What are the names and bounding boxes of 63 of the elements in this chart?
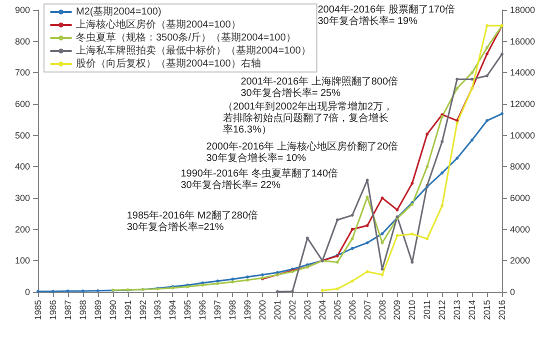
y2-tick-label: 18000	[510, 5, 536, 15]
y-tick-label: 600	[14, 99, 30, 109]
y2-tick-label: 10000	[510, 130, 536, 140]
annotation: （2001年到2002年出现异常增加2万，若排除初始点问题翻了7倍，复合增长率16.3%）	[223, 100, 394, 136]
legend-label: 股价（向后复权）（基期2004=100）右轴	[76, 58, 261, 70]
y2-tick-label: 12000	[510, 99, 536, 109]
x-tick-label: 1999	[242, 300, 253, 320]
x-tick-label: 2004	[317, 300, 328, 320]
x-tick-label: 1993	[152, 300, 163, 320]
y-tick-label: 400	[14, 162, 30, 172]
y-tick-label: 800	[14, 36, 30, 46]
x-tick-label: 1985	[33, 300, 43, 320]
y2-tick-label: 4000	[510, 224, 530, 234]
annotation: 1985年-2016年 M2翻了280倍 30年复合增长率=21%	[126, 209, 258, 233]
x-tick-label: 2012	[437, 300, 448, 320]
x-tick-label: 1987	[62, 300, 73, 320]
x-tick-label: 2003	[302, 300, 312, 320]
x-tick-label: 2016	[497, 300, 507, 320]
annotation: 2001年-2016年 上海牌照翻了800倍 30年复合增长率= 25%	[240, 75, 398, 99]
y2-tick-label: 2000	[510, 256, 530, 266]
x-tick-label: 1997	[212, 300, 223, 320]
y-tick-label: 100	[14, 256, 30, 266]
x-tick-label: 1998	[228, 300, 238, 320]
x-tick-label: 2014	[467, 300, 478, 320]
y-tick-label: 200	[14, 224, 30, 234]
x-tick-label: 2000	[258, 300, 268, 320]
x-tick-label: 1988	[78, 300, 88, 320]
y2-tick-label: 14000	[510, 68, 536, 78]
x-tick-label: 2005	[332, 300, 342, 320]
x-tick-label: 2007	[362, 300, 372, 320]
x-tick-label: 1991	[122, 300, 133, 320]
x-tick-label: 2015	[482, 300, 492, 320]
x-tick-label: 2006	[347, 300, 358, 320]
y-tick-label: 300	[14, 193, 30, 203]
annotation: 1990年-2016年 冬虫夏草翻了140倍 30年复合增长率= 22%	[180, 167, 338, 191]
x-tick-label: 2002	[287, 300, 298, 320]
y2-tick-label: 6000	[510, 193, 530, 203]
legend-label: 冬虫夏草（规格：3500条/斤）（基期2004=100）	[76, 32, 296, 44]
x-tick-label: 1994	[168, 300, 178, 320]
x-tick-label: 1990	[108, 300, 118, 320]
y-tick-label: 0	[24, 287, 30, 297]
x-tick-label: 1992	[138, 300, 148, 320]
x-tick-label: 1996	[198, 300, 208, 320]
x-tick-label: 1995	[182, 300, 193, 320]
x-tick-label: 1986	[48, 300, 58, 320]
legend-label: 上海核心地区房价（基期2004=100）	[76, 18, 241, 30]
y-tick-label: 700	[14, 68, 30, 78]
y-tick-label: 500	[14, 130, 30, 140]
legend-label: 上海私车牌照拍卖（最低中标价）（基期2004=100）	[76, 44, 311, 56]
y-tick-label: 900	[14, 5, 30, 15]
legend-label: M2(基期2004=100)	[76, 6, 162, 18]
x-tick-label: 2010	[407, 300, 418, 320]
annotation: 2000年-2016年 上海核心地区房价翻了20倍 30年复合增长率= 10%	[206, 140, 398, 164]
annotation: 2004年-2016年 股票翻了170倍 30年复合增长率= 19%	[318, 3, 456, 27]
x-tick-label: 2009	[392, 300, 402, 320]
x-tick-label: 2013	[452, 300, 462, 320]
y2-tick-label: 8000	[510, 162, 530, 172]
x-tick-label: 2008	[377, 300, 388, 320]
y2-tick-label: 0	[510, 287, 516, 297]
x-tick-label: 1989	[92, 300, 103, 320]
y2-tick-label: 16000	[510, 36, 536, 46]
x-tick-label: 2001	[272, 300, 282, 320]
x-tick-label: 2011	[422, 300, 432, 320]
